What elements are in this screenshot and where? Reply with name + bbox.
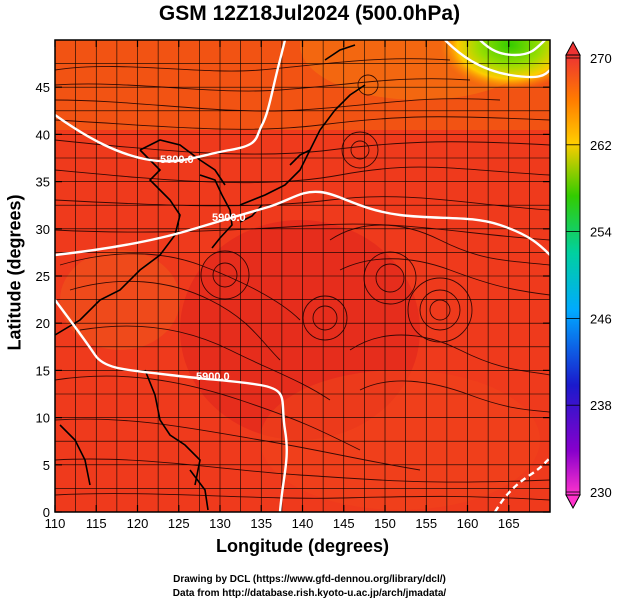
x-tick-label: 135	[250, 516, 272, 531]
colorbar-label: 262	[590, 138, 612, 153]
lat-lon-grid	[55, 40, 550, 512]
colorbar-label: 238	[590, 398, 612, 413]
x-tick-label: 165	[498, 516, 520, 531]
y-tick-label: 35	[36, 175, 50, 190]
x-tick-label: 120	[127, 516, 149, 531]
y-tick-label: 30	[36, 222, 50, 237]
x-tick-label: 110	[45, 516, 66, 531]
y-tick-label: 45	[36, 80, 50, 95]
y-tick-label: 40	[36, 127, 50, 142]
coastlines	[55, 44, 366, 511]
x-axis-label: Longitude (degrees)	[215, 536, 389, 556]
x-tick-label: 125	[168, 516, 190, 531]
y-tick-label: 20	[36, 316, 50, 331]
colorbar-label: 230	[590, 485, 612, 500]
y-tick-label: 0	[43, 505, 50, 520]
contour-label-5900-south: 5900.0	[196, 371, 230, 383]
colorbar: 270 262 254 246 238 230	[565, 40, 612, 510]
colorbar-label: 254	[590, 225, 612, 240]
contour-label-5800: 5800.0	[160, 154, 194, 166]
y-tick-label: 5	[43, 458, 50, 473]
credit-data-source: Data from http://database.rish.kyoto-u.a…	[172, 588, 447, 599]
contour-label-5900-north: 5900.0	[212, 212, 246, 224]
colorbar-label: 270	[590, 51, 612, 66]
x-tick-label: 155	[415, 516, 437, 531]
height-contours	[55, 40, 550, 512]
colorbar-label: 246	[590, 311, 612, 326]
streamlines	[55, 58, 550, 501]
y-tick-label: 10	[36, 411, 50, 426]
y-axis-label: Latitude (degrees)	[4, 194, 25, 351]
x-tick-label: 115	[86, 516, 107, 531]
x-axis-ticks: 110 115 120 125 130 135 140 145 150 155 160 165	[45, 40, 520, 531]
x-tick-label: 140	[292, 516, 314, 531]
x-tick-label: 160	[457, 516, 479, 531]
x-tick-label: 150	[374, 516, 396, 531]
y-axis-ticks: 0 5 10 15 20 25 30 35 40 45	[36, 80, 550, 520]
y-tick-label: 25	[36, 269, 50, 284]
x-tick-label: 145	[333, 516, 355, 531]
y-tick-label: 15	[36, 363, 50, 378]
x-tick-label: 130	[209, 516, 231, 531]
credit-dcl: Drawing by DCL (https://www.gfd-dennou.o…	[173, 574, 446, 585]
chart-title: GSM 12Z18Jul2024 (500.0hPa)	[158, 2, 461, 25]
temperature-field	[55, 40, 550, 512]
